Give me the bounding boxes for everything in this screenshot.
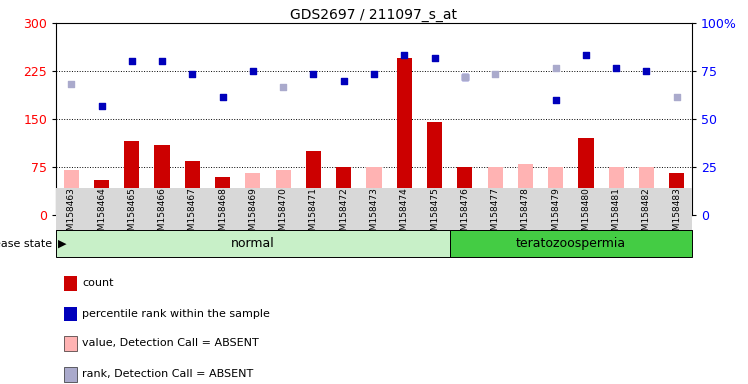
Title: GDS2697 / 211097_s_at: GDS2697 / 211097_s_at <box>290 8 458 22</box>
Bar <box>367 167 381 215</box>
Point <box>186 71 198 77</box>
Bar <box>245 174 260 215</box>
Point <box>338 78 350 84</box>
Point <box>550 65 562 71</box>
Bar <box>336 167 352 215</box>
Text: ▶: ▶ <box>58 239 66 249</box>
Bar <box>450 230 692 257</box>
Point <box>550 97 562 103</box>
Text: percentile rank within the sample: percentile rank within the sample <box>82 309 270 319</box>
Bar <box>94 180 109 215</box>
Bar <box>578 138 593 215</box>
Point <box>65 81 77 87</box>
Point <box>217 94 229 100</box>
Bar <box>548 167 563 215</box>
Bar <box>124 141 139 215</box>
Bar <box>457 167 473 215</box>
Point <box>368 71 380 77</box>
Bar <box>64 170 79 215</box>
Point <box>459 74 470 81</box>
Point <box>126 58 138 65</box>
Bar <box>427 122 442 215</box>
Point <box>671 94 683 100</box>
Bar <box>609 167 624 215</box>
Point <box>580 52 592 58</box>
Point <box>459 74 470 81</box>
Bar <box>64 336 77 351</box>
Point <box>429 55 441 61</box>
Point <box>96 103 108 109</box>
Bar <box>669 174 684 215</box>
Point <box>398 52 410 58</box>
Bar <box>215 177 230 215</box>
Bar <box>518 164 533 215</box>
Bar <box>64 276 77 291</box>
Bar <box>56 230 450 257</box>
Point <box>489 71 501 77</box>
Text: count: count <box>82 278 114 288</box>
Point <box>640 68 652 74</box>
Bar <box>185 161 200 215</box>
Bar <box>64 367 77 382</box>
Point <box>247 68 259 74</box>
Text: teratozoospermia: teratozoospermia <box>515 237 626 250</box>
Text: disease state: disease state <box>0 239 52 249</box>
Text: rank, Detection Call = ABSENT: rank, Detection Call = ABSENT <box>82 369 254 379</box>
Point <box>278 84 289 90</box>
Point <box>307 71 319 77</box>
Text: normal: normal <box>231 237 275 250</box>
Bar <box>64 306 77 321</box>
Point <box>156 58 168 65</box>
Bar <box>306 151 321 215</box>
Bar <box>639 167 654 215</box>
Bar <box>155 145 170 215</box>
Text: value, Detection Call = ABSENT: value, Detection Call = ABSENT <box>82 338 259 348</box>
Bar <box>275 170 291 215</box>
Bar <box>488 167 503 215</box>
Point <box>610 65 622 71</box>
Bar <box>396 58 412 215</box>
